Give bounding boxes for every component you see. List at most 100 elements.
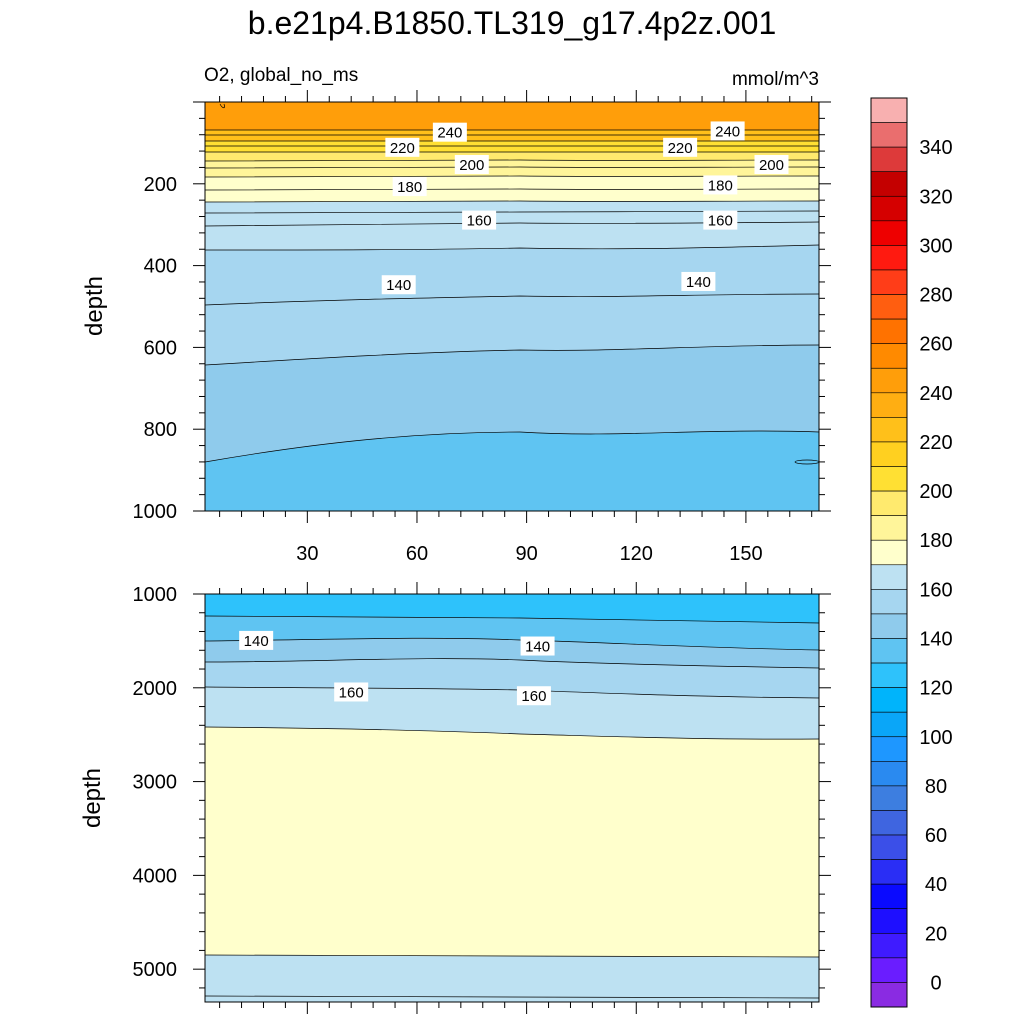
colorbar-swatch — [870, 195, 908, 222]
contour-label: 200 — [459, 157, 484, 174]
units-label: mmol/m^3 — [732, 69, 819, 90]
lower-fill-160-bottom — [205, 955, 819, 1002]
colorbar-swatch — [870, 908, 908, 934]
upper-frame — [204, 101, 820, 512]
colorbar-swatch — [870, 589, 908, 615]
contour-label: 160 — [708, 213, 733, 230]
colorbar-swatch — [870, 834, 908, 860]
contour-label-box — [334, 682, 369, 702]
contour-label: 240 — [715, 123, 740, 140]
colorbar-swatch — [870, 122, 908, 148]
colorbar-swatch — [870, 687, 908, 713]
contour-label: 160 — [467, 213, 492, 230]
contour-label-box — [703, 210, 738, 230]
colorbar-swatch — [870, 97, 908, 123]
colorbar-swatch — [870, 711, 908, 738]
colorbar-label: 60 — [925, 825, 947, 847]
y-tick-label: 600 — [144, 337, 177, 359]
colorbar-swatch — [870, 220, 908, 246]
colorbar-swatch — [870, 883, 908, 910]
contour-label-box — [462, 210, 497, 230]
contour-label: 140 — [525, 639, 550, 656]
y-tick-label: 1000 — [133, 501, 178, 523]
upper-ylabel: depth — [81, 276, 108, 336]
colorbar-swatch — [870, 638, 908, 664]
colorbar-label: 120 — [919, 678, 952, 700]
contour-line — [205, 166, 819, 169]
lower-ticks: 1000 2000 3000 4000 5000 — [133, 582, 831, 1014]
colorbar-label: 260 — [919, 334, 952, 356]
colorbar-label: 200 — [919, 481, 952, 503]
colorbar-label: 80 — [925, 776, 947, 798]
y-tick-label: 2000 — [133, 678, 178, 700]
lower-panel: 1000 2000 3000 4000 5000 140 140 160 160 depth — [79, 582, 831, 1014]
colorbar-label: 320 — [919, 186, 952, 208]
contour-label-box — [239, 630, 274, 650]
contour-line — [205, 637, 819, 651]
contour-line — [205, 344, 819, 366]
colorbar-swatch — [870, 441, 908, 467]
colorbar-swatch — [870, 932, 908, 959]
contour-line — [205, 430, 819, 463]
contour-line — [205, 293, 819, 306]
colorbar-label: 40 — [925, 874, 947, 896]
colorbar-swatch — [870, 785, 908, 811]
contour-label-box — [520, 636, 555, 656]
colorbar-swatch — [870, 564, 908, 590]
colorbar-label: 0 — [930, 972, 941, 994]
contour-label: 180 — [397, 179, 422, 196]
colorbar-label: 160 — [919, 579, 952, 601]
contour-label: 140 — [386, 277, 411, 294]
x-tick-label: 150 — [729, 543, 762, 565]
contour-label: 200 — [759, 157, 784, 174]
colorbar-swatch — [870, 982, 908, 1008]
colorbar-frame — [870, 97, 908, 1008]
contour-label: 140 — [686, 274, 711, 291]
colorbar-swatch — [870, 343, 908, 369]
variable-label: O2, global_no_ms — [204, 65, 358, 86]
y-tick-label: 200 — [144, 174, 177, 196]
contour-label: 160 — [521, 688, 546, 705]
colorbar-swatch — [870, 392, 908, 418]
y-tick-label: 400 — [144, 256, 177, 278]
contour-label: 240 — [437, 125, 462, 142]
colorbar-swatch — [870, 736, 908, 762]
contour-line — [205, 658, 819, 669]
y-tick-label: 4000 — [133, 865, 178, 887]
y-tick-label: 800 — [144, 419, 177, 441]
colorbar-label: 280 — [919, 285, 952, 307]
colorbar-swatch — [870, 367, 908, 394]
contour-label-box — [710, 121, 745, 141]
chart-title: b.e21p4.B1850.TL319_g17.4p2z.001 — [248, 5, 776, 41]
upper-ticks: 200 400 600 800 1000 — [133, 90, 831, 523]
lower-frame — [204, 593, 820, 1003]
colorbar-label: 220 — [919, 432, 952, 454]
contour-label-box — [516, 686, 551, 706]
contour-label: 160 — [339, 684, 364, 701]
x-tick-label: 90 — [515, 543, 537, 565]
upper-contour-labels: 240 220 200 180 160 140 240 220 200 180 160 140 — [381, 121, 789, 295]
lower-ylabel: depth — [79, 768, 106, 828]
contour-label-box — [681, 271, 716, 291]
contour-label-box — [432, 122, 467, 142]
contour-label: 180 — [708, 177, 733, 194]
colorbar-swatch — [870, 859, 908, 885]
contour-label-box — [454, 154, 489, 174]
y-tick-label: 3000 — [133, 772, 178, 794]
contour-label: 220 — [668, 140, 693, 157]
y-tick-label: 5000 — [133, 959, 178, 981]
colorbar-label: 20 — [925, 923, 947, 945]
colorbar-swatch — [870, 269, 908, 295]
contour-line — [219, 103, 225, 109]
colorbar-swatch — [870, 318, 908, 344]
contour-label-box — [703, 175, 738, 195]
colorbar-swatch — [870, 957, 908, 983]
colorbar-swatch — [870, 146, 908, 173]
colorbar-label: 340 — [919, 137, 952, 159]
contour-label-box — [663, 137, 698, 157]
colorbar-swatch — [870, 490, 908, 516]
contour-label: 140 — [244, 633, 269, 650]
contour-label-box — [381, 275, 416, 295]
